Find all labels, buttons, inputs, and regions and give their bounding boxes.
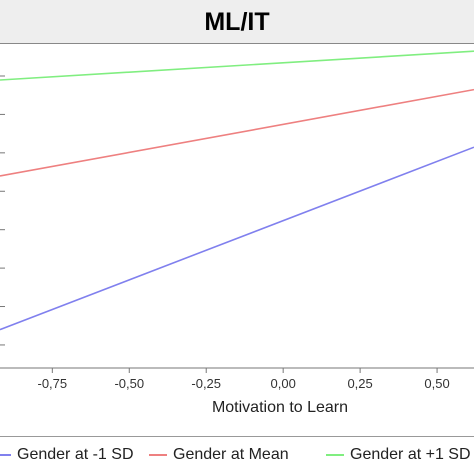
legend-swatch — [326, 454, 344, 456]
x-tick-label: 0,00 — [271, 376, 296, 391]
x-tick-label: -0,25 — [191, 376, 221, 391]
x-tick-label: -0,50 — [114, 376, 144, 391]
series-line-1 — [0, 146, 474, 331]
series-line-2 — [0, 88, 474, 177]
legend-label: Gender at -1 SD — [17, 446, 134, 463]
legend-swatch — [0, 454, 11, 456]
plot-area — [0, 48, 474, 368]
legend-swatch — [149, 454, 167, 456]
x-tick-label: 0,25 — [347, 376, 372, 391]
x-tick-label: 0,50 — [424, 376, 449, 391]
x-axis-label: Motivation to Learn — [211, 399, 349, 416]
x-tick-label: -0,75 — [38, 376, 68, 391]
legend-label: Gender at Mean — [173, 446, 289, 463]
title-bar: ML/IT — [0, 0, 474, 44]
series-line-3 — [0, 50, 474, 81]
chart-title: ML/IT — [204, 8, 270, 36]
legend-label: Gender at +1 SD — [350, 446, 471, 463]
legend: Gender at -1 SD Gender at Mean Gender at +… — [0, 436, 474, 476]
